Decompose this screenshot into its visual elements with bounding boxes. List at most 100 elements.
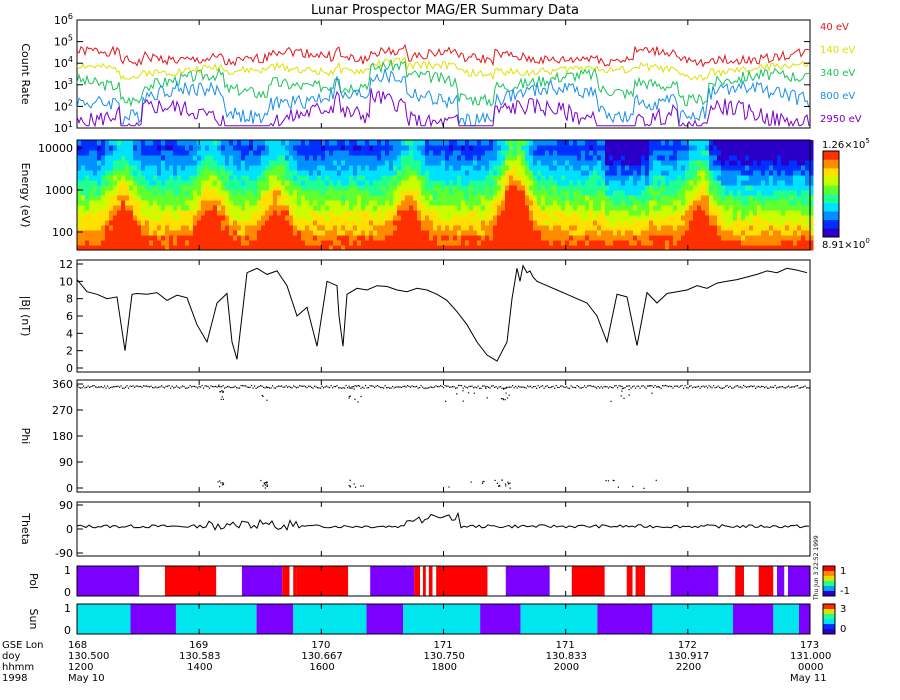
- band-segment: [289, 566, 294, 596]
- heatmap-cell: [593, 220, 598, 226]
- heatmap-cell: [589, 160, 594, 166]
- heatmap-cell: [561, 240, 566, 246]
- heatmap-cell: [717, 220, 722, 226]
- heatmap-cell: [421, 160, 426, 166]
- heatmap-cell: [493, 205, 498, 211]
- heatmap-cell: [265, 185, 270, 191]
- heatmap-cell: [153, 150, 158, 156]
- heatmap-cell: [757, 195, 762, 201]
- heatmap-cell: [609, 170, 614, 176]
- heatmap-cell: [569, 175, 574, 181]
- heatmap-cell: [249, 210, 254, 216]
- xaxis-tick-doy: 130.917: [668, 651, 709, 662]
- heatmap-cell: [509, 215, 514, 221]
- heatmap-cell: [721, 160, 726, 166]
- heatmap-cell: [693, 140, 698, 146]
- heatmap-cell: [193, 160, 198, 166]
- heatmap-cell: [433, 180, 438, 186]
- heatmap-cell: [445, 220, 450, 226]
- phi-point: [158, 386, 160, 388]
- heatmap-cell: [349, 245, 354, 251]
- heatmap-cell: [261, 165, 266, 171]
- heatmap-cell: [793, 150, 798, 156]
- heatmap-cell: [249, 185, 254, 191]
- heatmap-cell: [173, 245, 178, 251]
- phi-point: [508, 394, 510, 396]
- heatmap-cell: [465, 230, 470, 236]
- heatmap-cell: [661, 210, 666, 216]
- heatmap-cell: [481, 160, 486, 166]
- heatmap-cell: [557, 225, 562, 231]
- heatmap-cell: [345, 195, 350, 201]
- heatmap-cell: [325, 215, 330, 221]
- heatmap-cell: [441, 185, 446, 191]
- heatmap-cell: [101, 180, 106, 186]
- heatmap-cell: [673, 155, 678, 161]
- heatmap-cell: [85, 225, 90, 231]
- heatmap-cell: [393, 240, 398, 246]
- phi-point: [114, 386, 116, 388]
- heatmap-cell: [753, 160, 758, 166]
- phi-point: [779, 386, 781, 388]
- phi-point: [323, 387, 325, 389]
- heatmap-cell: [297, 210, 302, 216]
- heatmap-cell: [401, 175, 406, 181]
- heatmap-cell: [153, 210, 158, 216]
- b-mag-ytick-label: 12: [59, 258, 73, 271]
- heatmap-cell: [797, 225, 802, 231]
- heatmap-cell: [729, 150, 734, 156]
- heatmap-cell: [633, 205, 638, 211]
- heatmap-cell: [477, 215, 482, 221]
- heatmap-cell: [105, 150, 110, 156]
- phi-point: [531, 387, 533, 389]
- heatmap-cell: [297, 200, 302, 206]
- heatmap-cell: [485, 145, 490, 151]
- heatmap-cell: [205, 225, 210, 231]
- phi-point: [129, 385, 131, 387]
- heatmap-cell: [285, 175, 290, 181]
- heatmap-cell: [629, 235, 634, 241]
- heatmap-cell: [389, 185, 394, 191]
- phi-point: [752, 386, 754, 388]
- heatmap-cell: [393, 160, 398, 166]
- heatmap-cell: [809, 200, 814, 206]
- xaxis-tick-hhmm: 1800: [432, 662, 457, 673]
- heatmap-cell: [325, 210, 330, 216]
- heatmap-cell: [505, 165, 510, 171]
- heatmap-cell: [505, 220, 510, 226]
- heatmap-cell: [397, 205, 402, 211]
- heatmap-cell: [629, 170, 634, 176]
- heatmap-cell: [285, 220, 290, 226]
- phi-point: [446, 385, 448, 387]
- heatmap-cell: [601, 155, 606, 161]
- heatmap-cell: [537, 150, 542, 156]
- phi-point: [590, 385, 592, 387]
- heatmap-cell: [737, 205, 742, 211]
- phi-point: [231, 386, 233, 389]
- heatmap-cell: [469, 245, 474, 251]
- heatmap-cell: [757, 245, 762, 251]
- heatmap-cell: [545, 160, 550, 166]
- heatmap-cell: [649, 230, 654, 236]
- phi-point: [440, 385, 442, 387]
- heatmap-cell: [733, 225, 738, 231]
- heatmap-cell: [725, 175, 730, 181]
- heatmap-cell: [529, 205, 534, 211]
- heatmap-cell: [213, 200, 218, 206]
- heatmap-cell: [701, 215, 706, 221]
- heatmap-cell: [165, 220, 170, 226]
- heatmap-cell: [497, 240, 502, 246]
- heatmap-cell: [573, 205, 578, 211]
- heatmap-cell: [741, 220, 746, 226]
- heatmap-cell: [401, 225, 406, 231]
- heatmap-cell: [377, 205, 382, 211]
- phi-point: [150, 385, 152, 387]
- phi-point: [648, 385, 650, 387]
- heatmap-cell: [761, 165, 766, 171]
- heatmap-cell: [649, 155, 654, 161]
- heatmap-cell: [525, 220, 530, 226]
- heatmap-cell: [345, 220, 350, 226]
- colorbar-max-label: 1.26×105: [822, 137, 870, 151]
- phi-point: [725, 385, 727, 387]
